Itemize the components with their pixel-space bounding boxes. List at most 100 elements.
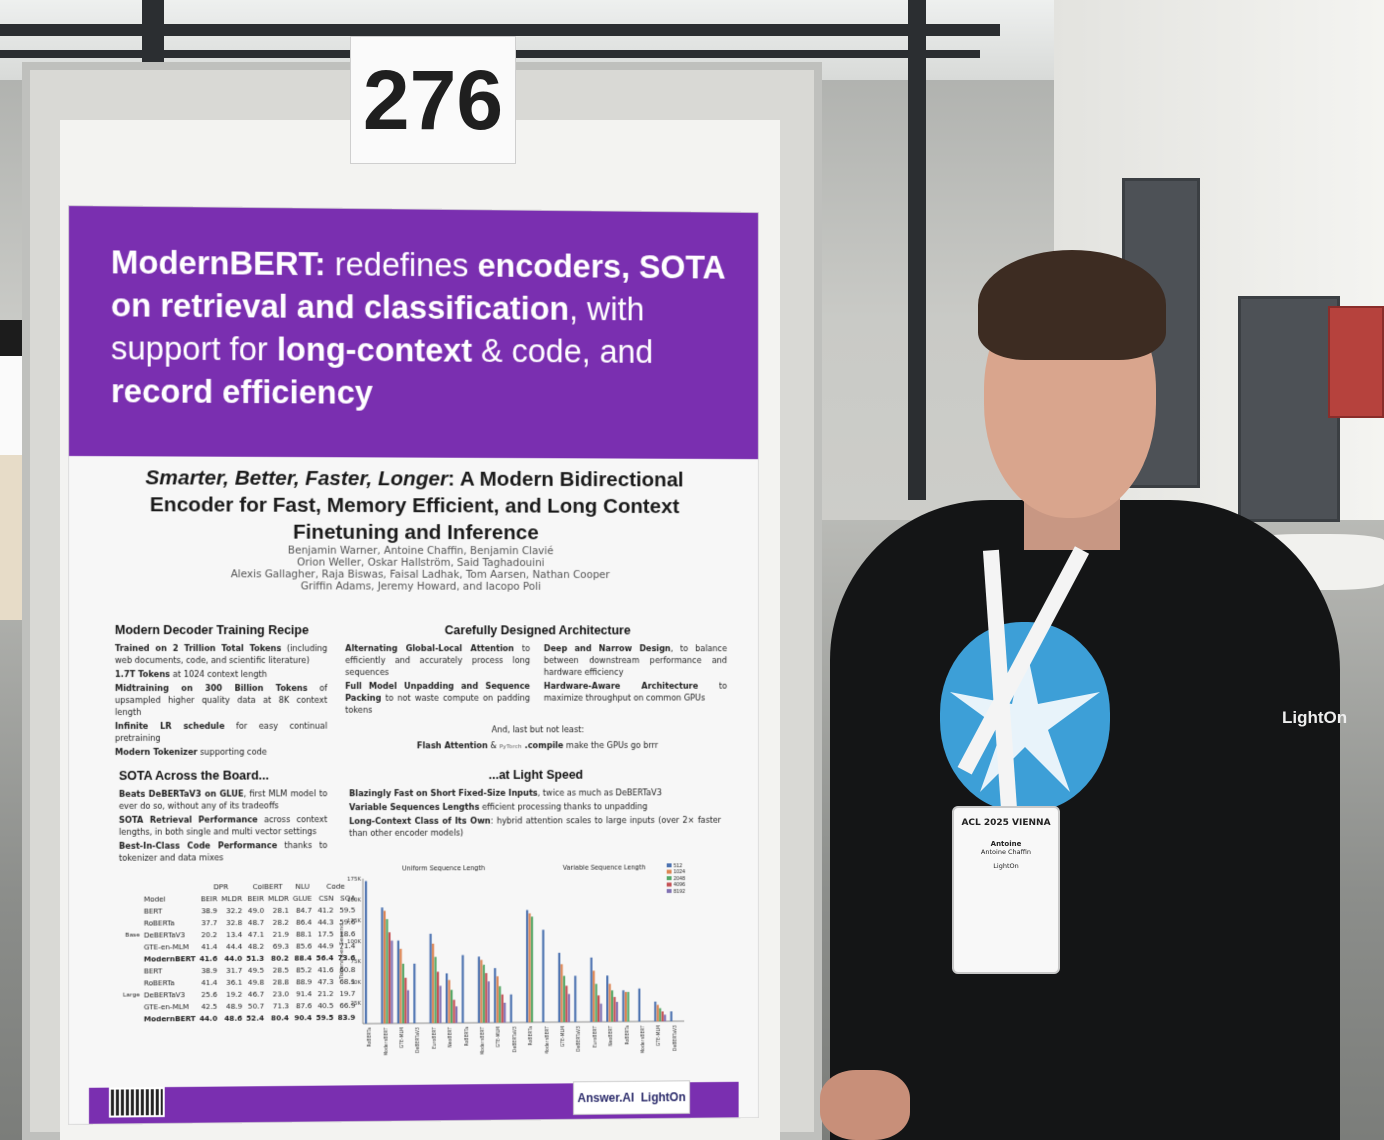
chart-bar: [568, 994, 570, 1022]
hoodie-sleeve-text: LightOn: [1282, 708, 1347, 728]
chart-bar: [446, 973, 448, 1023]
pytorch-logo-text: PyTorch: [499, 743, 521, 750]
table-group-side-label: [121, 906, 142, 918]
author-line: Benjamin Warner, Antoine Chaffin, Benjam…: [189, 544, 652, 557]
chart-bar: [611, 990, 613, 1021]
table-cell: 88.1: [291, 929, 314, 941]
x-tick-label: GTE-MLM: [399, 1027, 405, 1048]
name-badge: ACL 2025 VIENNA Antoine Antoine Chaffin …: [952, 806, 1060, 974]
table-cell: 49.0: [244, 905, 266, 917]
chart-bar: [455, 1006, 457, 1023]
chart-bar: [383, 911, 385, 1024]
bullet-bold: SOTA Retrieval Performance: [119, 814, 258, 824]
chart-bar: [437, 972, 439, 1023]
bullet-text: at 1024 context length: [170, 669, 267, 679]
author-line: Alexis Gallagher, Raja Biswas, Faisal La…: [189, 568, 652, 581]
chart-bar: [574, 976, 576, 1022]
chart-bar: [606, 976, 608, 1022]
table-cell: 49.5: [244, 965, 266, 977]
table-group-side-label: Large: [121, 989, 142, 1001]
table-cell: 90.4: [291, 1012, 314, 1024]
table-cell: RoBERTa: [142, 917, 198, 929]
x-tick-label: RoBERTa: [464, 1027, 470, 1047]
table-cell: 48.2: [244, 941, 266, 953]
poster: ModernBERT: redefines encoders, SOTA on …: [68, 205, 759, 1125]
chart-bar: [478, 957, 480, 1023]
table-cell: 87.6: [291, 1000, 314, 1012]
table-cell: DeBERTaV3: [142, 989, 198, 1001]
legend-swatch: [667, 889, 672, 893]
table-cell: 86.4: [291, 917, 314, 929]
title-segment: long-context: [277, 331, 472, 369]
bullet-bold: Hardware-Aware Architecture: [544, 681, 698, 691]
chart-bar: [510, 994, 512, 1022]
table-group-side-label: [121, 977, 142, 989]
badge-event: ACL 2025 VIENNA: [954, 818, 1058, 828]
x-tick-label: ModernBERT: [640, 1025, 646, 1054]
section-heading: SOTA Across the Board...: [119, 769, 327, 781]
section-heading: Modern Decoder Training Recipe: [115, 624, 327, 636]
table-cell: 80.2: [266, 953, 291, 965]
bullet-item: Beats DeBERTaV3 on GLUE, first MLM model…: [119, 787, 327, 812]
table-cell: 44.3: [314, 917, 336, 929]
section-heading: Carefully Designed Architecture: [345, 624, 729, 636]
legend-label: 512: [674, 863, 683, 869]
table-cell: 46.7: [244, 989, 266, 1001]
bullet-bold: Trained on 2 Trillion Total Tokens: [115, 643, 281, 653]
legend-label: 8192: [674, 889, 686, 895]
chart-bar: [542, 930, 544, 1022]
legend-label: 4096: [674, 883, 686, 889]
title-segment: record efficiency: [111, 372, 373, 410]
flash-attention-line: Flash Attention & PyTorch .compile make …: [345, 739, 729, 754]
chart-bar: [563, 976, 565, 1022]
table-cell: 50.7: [244, 1001, 266, 1013]
x-axis-line: [363, 1021, 684, 1024]
table-cell: 49.8: [244, 977, 266, 989]
chart-bar: [598, 995, 600, 1021]
table-cell: 71.3: [266, 1000, 291, 1012]
chart-bar: [499, 986, 501, 1022]
chart-bar: [590, 958, 592, 1022]
bullet-item: Best-In-Class Code Performance thanks to…: [119, 839, 327, 864]
bullet-item: Full Model Unpadding and Sequence Packin…: [345, 680, 530, 716]
table-cell: 56.4: [314, 952, 336, 964]
chart-bar: [670, 1011, 672, 1021]
table-cell: 48.7: [244, 917, 266, 929]
table-group-side-label: Base: [121, 930, 142, 942]
table-cell: 48.9: [219, 1001, 244, 1013]
x-tick-label: DeBERTaV3: [512, 1026, 518, 1052]
bullet-bold: Variable Sequences Lengths: [349, 802, 479, 812]
table-cell: 38.9: [198, 965, 220, 977]
chart-bar: [565, 986, 567, 1022]
chart-bar: [657, 1005, 659, 1021]
chart-bar: [448, 980, 450, 1023]
table-cell: 37.7: [198, 917, 220, 929]
table-col-header: BEIR: [198, 893, 220, 905]
x-tick-label: DeBERTaV3: [416, 1027, 422, 1053]
chart-bar: [386, 919, 388, 1023]
table-cell: 32.2: [219, 905, 244, 917]
section-architecture: Carefully Designed Architecture Alternat…: [345, 624, 729, 753]
table-cell: 28.5: [266, 965, 291, 977]
flash-bold: Flash Attention: [417, 740, 488, 750]
table-cell: 36.1: [219, 977, 244, 989]
chart-bar: [614, 997, 616, 1022]
poster-subtitle: Smarter, Better, Faster, Longer: A Moder…: [109, 464, 719, 547]
chart-bar: [638, 989, 640, 1022]
table-cell: RoBERTa: [142, 977, 198, 989]
table-group-side-label: [121, 918, 142, 930]
chart-bar: [483, 965, 485, 1023]
table-cell: 47.3: [314, 976, 336, 988]
table-cell: 23.0: [266, 988, 291, 1000]
hand: [820, 1070, 910, 1140]
panel-title: Variable Sequence Length: [563, 863, 646, 871]
chart-bar: [434, 957, 436, 1023]
bullet-bold: Best-In-Class Code Performance: [119, 840, 277, 851]
bullet-item: Deep and Narrow Design, to balance betwe…: [544, 642, 727, 678]
arch-last-line: And, last but not least:: [345, 723, 729, 735]
chart-bar: [430, 934, 432, 1023]
title-segment: ModernBERT:: [111, 243, 326, 282]
chart-bar: [453, 1000, 455, 1023]
bullet-bold: Infinite LR schedule: [115, 721, 225, 731]
